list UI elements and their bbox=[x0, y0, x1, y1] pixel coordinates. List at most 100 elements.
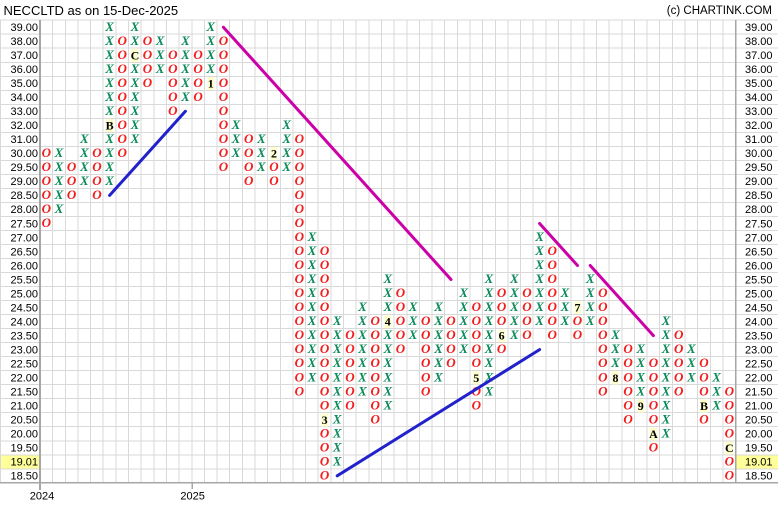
svg-text:O: O bbox=[497, 299, 507, 314]
svg-text:O: O bbox=[143, 33, 153, 48]
svg-text:X: X bbox=[408, 327, 418, 342]
svg-text:X: X bbox=[357, 313, 367, 328]
svg-text:X: X bbox=[635, 355, 645, 370]
svg-text:O: O bbox=[295, 285, 305, 300]
svg-text:O: O bbox=[497, 285, 507, 300]
svg-text:X: X bbox=[357, 341, 367, 356]
svg-text:O: O bbox=[472, 397, 482, 412]
svg-text:O: O bbox=[421, 341, 431, 356]
svg-text:O: O bbox=[118, 131, 128, 146]
svg-text:X: X bbox=[332, 411, 342, 426]
svg-text:26.00: 26.00 bbox=[10, 260, 38, 272]
svg-text:X: X bbox=[180, 47, 190, 62]
svg-text:X: X bbox=[534, 271, 544, 286]
svg-text:O: O bbox=[269, 173, 279, 188]
svg-text:31.00: 31.00 bbox=[745, 134, 773, 146]
svg-text:O: O bbox=[396, 299, 406, 314]
svg-text:39.00: 39.00 bbox=[10, 22, 38, 34]
svg-text:X: X bbox=[484, 313, 494, 328]
svg-text:O: O bbox=[42, 201, 52, 216]
svg-text:O: O bbox=[92, 187, 102, 202]
svg-text:O: O bbox=[219, 75, 229, 90]
svg-text:X: X bbox=[332, 355, 342, 370]
svg-text:O: O bbox=[320, 341, 330, 356]
svg-text:X: X bbox=[307, 271, 317, 286]
svg-text:19.50: 19.50 bbox=[745, 443, 773, 455]
svg-text:X: X bbox=[560, 285, 570, 300]
svg-text:22.50: 22.50 bbox=[745, 358, 773, 370]
svg-text:O: O bbox=[345, 355, 355, 370]
svg-text:O: O bbox=[118, 145, 128, 160]
svg-text:O: O bbox=[649, 355, 659, 370]
svg-text:6: 6 bbox=[499, 329, 505, 343]
svg-text:28.00: 28.00 bbox=[10, 204, 38, 216]
svg-text:O: O bbox=[623, 341, 633, 356]
svg-text:X: X bbox=[433, 341, 443, 356]
svg-text:36.00: 36.00 bbox=[10, 64, 38, 76]
svg-text:O: O bbox=[649, 411, 659, 426]
svg-text:O: O bbox=[219, 117, 229, 132]
svg-text:X: X bbox=[484, 285, 494, 300]
svg-text:32.00: 32.00 bbox=[745, 120, 773, 132]
svg-text:X: X bbox=[130, 33, 140, 48]
svg-text:X: X bbox=[534, 299, 544, 314]
svg-text:O: O bbox=[219, 145, 229, 160]
svg-text:O: O bbox=[623, 397, 633, 412]
svg-text:O: O bbox=[371, 383, 381, 398]
svg-text:30.00: 30.00 bbox=[745, 148, 773, 160]
svg-text:O: O bbox=[168, 75, 178, 90]
svg-text:X: X bbox=[560, 313, 570, 328]
svg-text:X: X bbox=[231, 117, 241, 132]
svg-text:O: O bbox=[699, 355, 709, 370]
svg-text:X: X bbox=[180, 61, 190, 76]
svg-text:X: X bbox=[484, 299, 494, 314]
svg-text:O: O bbox=[67, 187, 77, 202]
svg-text:23.00: 23.00 bbox=[10, 344, 38, 356]
svg-text:X: X bbox=[104, 103, 114, 118]
svg-text:O: O bbox=[598, 341, 608, 356]
svg-text:O: O bbox=[320, 383, 330, 398]
svg-text:O: O bbox=[725, 397, 735, 412]
svg-text:O: O bbox=[472, 341, 482, 356]
svg-text:X: X bbox=[484, 341, 494, 356]
svg-text:X: X bbox=[54, 145, 64, 160]
svg-text:X: X bbox=[104, 173, 114, 188]
svg-text:O: O bbox=[472, 327, 482, 342]
svg-text:X: X bbox=[79, 145, 89, 160]
svg-text:X: X bbox=[130, 75, 140, 90]
svg-text:21.50: 21.50 bbox=[10, 387, 38, 399]
svg-text:X: X bbox=[307, 229, 317, 244]
svg-text:18.50: 18.50 bbox=[10, 471, 38, 483]
svg-text:O: O bbox=[118, 75, 128, 90]
svg-text:O: O bbox=[573, 313, 583, 328]
svg-text:O: O bbox=[396, 327, 406, 342]
svg-text:X: X bbox=[382, 285, 392, 300]
svg-text:O: O bbox=[472, 313, 482, 328]
svg-text:X: X bbox=[458, 341, 468, 356]
svg-text:28.00: 28.00 bbox=[745, 204, 773, 216]
svg-text:O: O bbox=[295, 355, 305, 370]
svg-text:X: X bbox=[433, 313, 443, 328]
svg-text:O: O bbox=[421, 327, 431, 342]
svg-text:X: X bbox=[686, 369, 696, 384]
svg-text:X: X bbox=[686, 355, 696, 370]
svg-text:O: O bbox=[219, 33, 229, 48]
svg-text:O: O bbox=[446, 327, 456, 342]
svg-text:20.00: 20.00 bbox=[745, 429, 773, 441]
svg-text:O: O bbox=[219, 89, 229, 104]
svg-text:O: O bbox=[295, 243, 305, 258]
svg-text:X: X bbox=[661, 397, 671, 412]
svg-text:O: O bbox=[371, 397, 381, 412]
svg-text:X: X bbox=[509, 271, 519, 286]
svg-text:O: O bbox=[598, 383, 608, 398]
svg-text:O: O bbox=[421, 383, 431, 398]
svg-text:X: X bbox=[458, 327, 468, 342]
svg-text:X: X bbox=[382, 327, 392, 342]
svg-text:20.00: 20.00 bbox=[10, 429, 38, 441]
svg-text:O: O bbox=[396, 313, 406, 328]
svg-text:O: O bbox=[320, 243, 330, 258]
svg-text:24.00: 24.00 bbox=[10, 316, 38, 328]
svg-text:X: X bbox=[104, 61, 114, 76]
svg-text:A: A bbox=[649, 427, 658, 441]
svg-text:O: O bbox=[725, 467, 735, 482]
